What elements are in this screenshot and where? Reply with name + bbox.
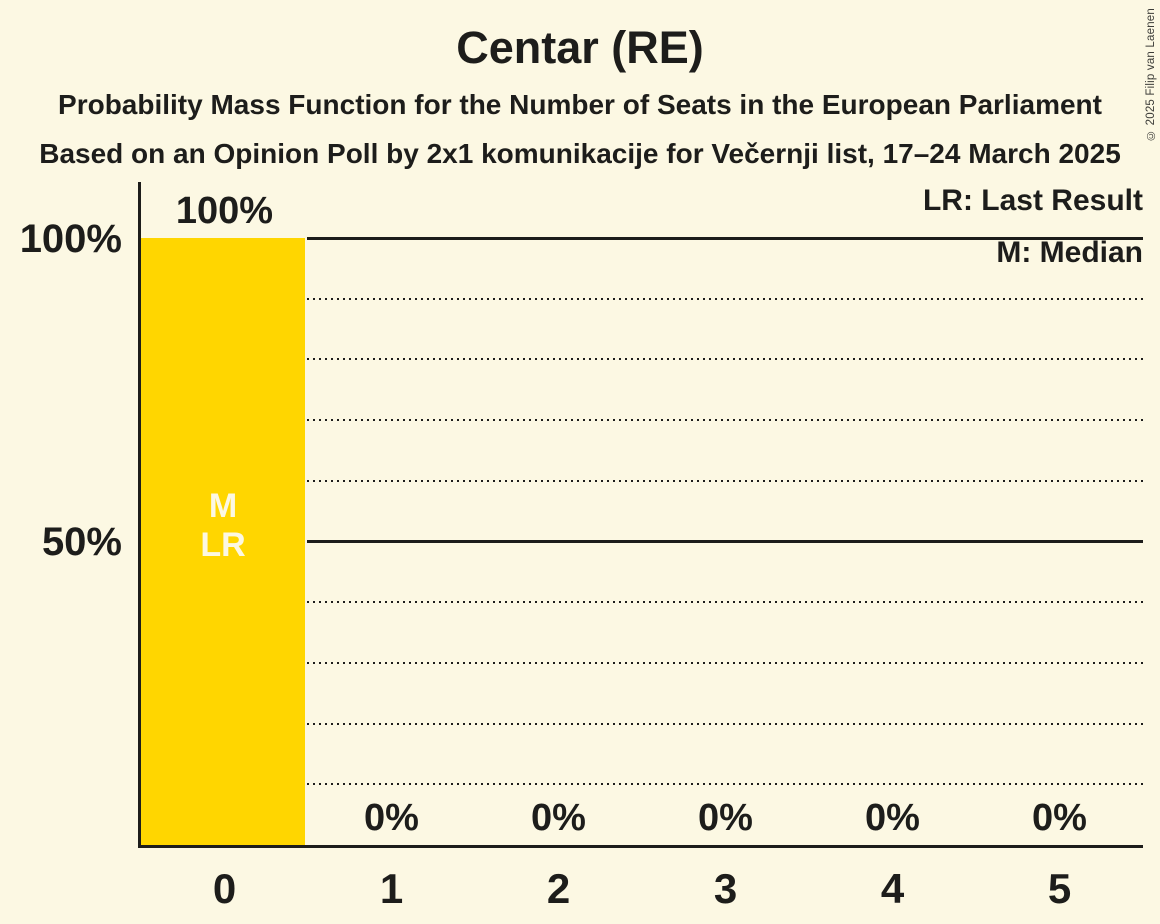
x-axis-tick-4: 4 (880, 865, 905, 912)
gridline-dotted-80 (307, 358, 1143, 361)
plot-area: 100% M LR 0% 0% 0% 0% 0% 0 1 2 3 4 5 (138, 182, 1145, 924)
bar-seat-0 (141, 238, 305, 845)
x-axis-tick-1: 1 (379, 865, 404, 912)
x-axis-tick-0: 0 (212, 865, 237, 912)
gridline-dotted-20 (307, 722, 1143, 725)
gridline-dotted-40 (307, 601, 1143, 604)
x-axis-tick-2: 2 (546, 865, 571, 912)
x-axis-tick-5: 5 (1047, 865, 1072, 912)
gridline-dotted-70 (307, 419, 1143, 422)
bar-value-label-seat-2: 0% (531, 797, 586, 839)
gridline-dotted-30 (307, 661, 1143, 664)
copyright-note: © 2025 Filip van Laenen (1145, 8, 1157, 141)
chart-subtitle-line1: Probability Mass Function for the Number… (58, 89, 1102, 120)
bar-annotation-median-lastresult: M LR (141, 487, 305, 565)
gridline-dotted-60 (307, 479, 1143, 482)
y-axis-line (138, 182, 141, 848)
bar-annotation-line: M (208, 486, 238, 525)
gridline-dotted-90 (307, 297, 1143, 300)
gridline-dotted-10 (307, 783, 1143, 786)
legend-median: M: Median (996, 236, 1143, 269)
chart-title: Centar (RE) (456, 22, 704, 73)
chart-subtitle-line2: Based on an Opinion Poll by 2x1 komunika… (39, 138, 1121, 169)
x-axis-line (138, 845, 1143, 848)
gridline-solid-100 (307, 236, 1143, 240)
bar-value-label-seat-4: 0% (865, 797, 920, 839)
bar-value-label-seat-1: 0% (364, 797, 419, 839)
y-axis-label-50: 50% (41, 520, 122, 564)
bar-value-label-seat-3: 0% (698, 797, 753, 839)
bar-value-label-seat-0: 100% (175, 190, 274, 232)
x-axis-tick-3: 3 (713, 865, 738, 912)
legend-last-result: LR: Last Result (922, 184, 1143, 217)
gridline-solid-50 (307, 540, 1143, 543)
bar-value-label-seat-5: 0% (1032, 797, 1087, 839)
y-axis-label-100: 100% (19, 217, 122, 261)
bar-annotation-line: LR (200, 525, 246, 564)
